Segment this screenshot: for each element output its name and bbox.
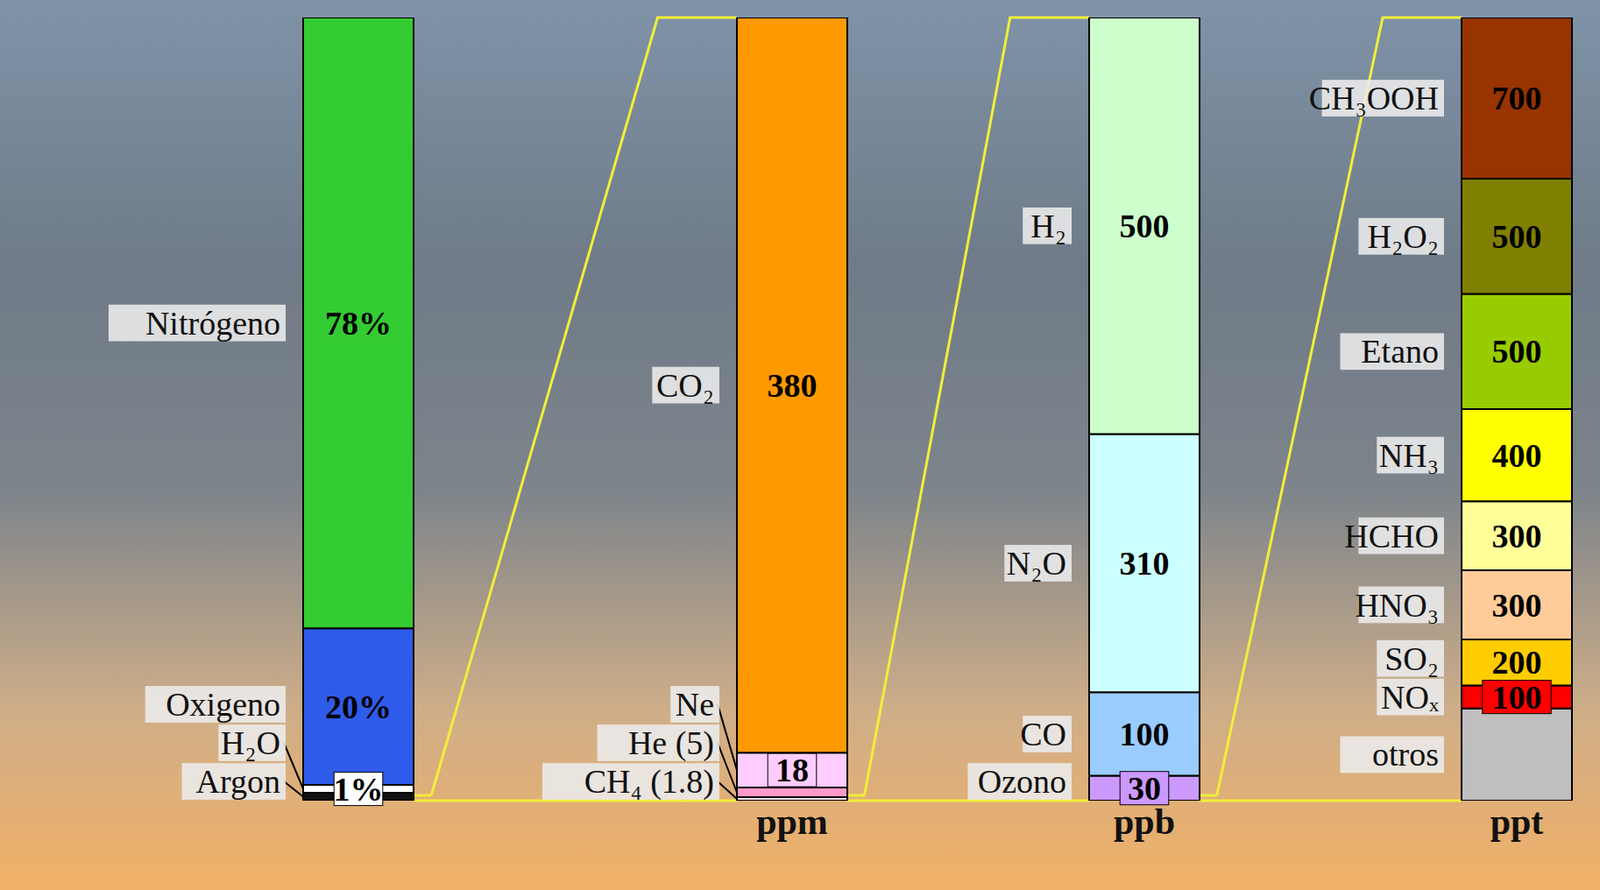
svg-text:NOₓ: NOₓ	[1380, 679, 1439, 716]
svg-text:H₂O: H₂O	[220, 724, 281, 762]
svg-text:ppt: ppt	[1490, 801, 1544, 843]
svg-text:200: 200	[1492, 644, 1543, 681]
svg-text:380: 380	[766, 367, 817, 404]
svg-text:300: 300	[1492, 517, 1543, 555]
svg-text:NH₃: NH₃	[1379, 437, 1439, 475]
svg-text:CO₂: CO₂	[655, 367, 714, 404]
svg-text:18: 18	[775, 751, 809, 789]
svg-text:1%: 1%	[333, 771, 384, 808]
svg-text:ppm: ppm	[756, 801, 829, 843]
svg-text:Etano: Etano	[1360, 332, 1439, 370]
svg-text:700: 700	[1492, 79, 1543, 117]
svg-text:78%: 78%	[325, 304, 392, 342]
svg-text:Nitrógeno: Nitrógeno	[145, 304, 281, 342]
svg-text:500: 500	[1492, 332, 1543, 370]
svg-text:Oxigeno: Oxigeno	[165, 686, 281, 723]
svg-text:Ozono: Ozono	[976, 763, 1066, 800]
svg-text:310: 310	[1118, 545, 1169, 582]
svg-text:He (5): He (5)	[627, 724, 714, 763]
svg-text:HNO₃: HNO₃	[1354, 587, 1439, 624]
svg-text:500: 500	[1118, 207, 1169, 245]
svg-text:20%: 20%	[325, 688, 392, 726]
svg-text:100: 100	[1118, 715, 1169, 753]
svg-text:N₂O: N₂O	[1006, 545, 1067, 582]
svg-text:Ne: Ne	[674, 686, 714, 723]
svg-text:HCHO: HCHO	[1344, 517, 1439, 555]
svg-text:400: 400	[1492, 437, 1543, 475]
svg-text:CO: CO	[1019, 715, 1067, 753]
svg-text:otros: otros	[1372, 736, 1439, 773]
svg-text:CH₃OOH: CH₃OOH	[1309, 79, 1439, 117]
svg-text:CH₄ (1.8): CH₄ (1.8)	[583, 763, 714, 801]
svg-text:100: 100	[1492, 679, 1543, 716]
svg-text:H₂: H₂	[1030, 207, 1067, 245]
svg-text:300: 300	[1492, 587, 1543, 624]
svg-text:SO₂: SO₂	[1384, 640, 1439, 678]
svg-text:ppb: ppb	[1113, 801, 1176, 843]
svg-text:500: 500	[1492, 218, 1543, 255]
svg-text:Argon: Argon	[196, 763, 281, 800]
svg-text:30: 30	[1127, 770, 1162, 808]
svg-text:H₂O₂: H₂O₂	[1367, 218, 1439, 255]
